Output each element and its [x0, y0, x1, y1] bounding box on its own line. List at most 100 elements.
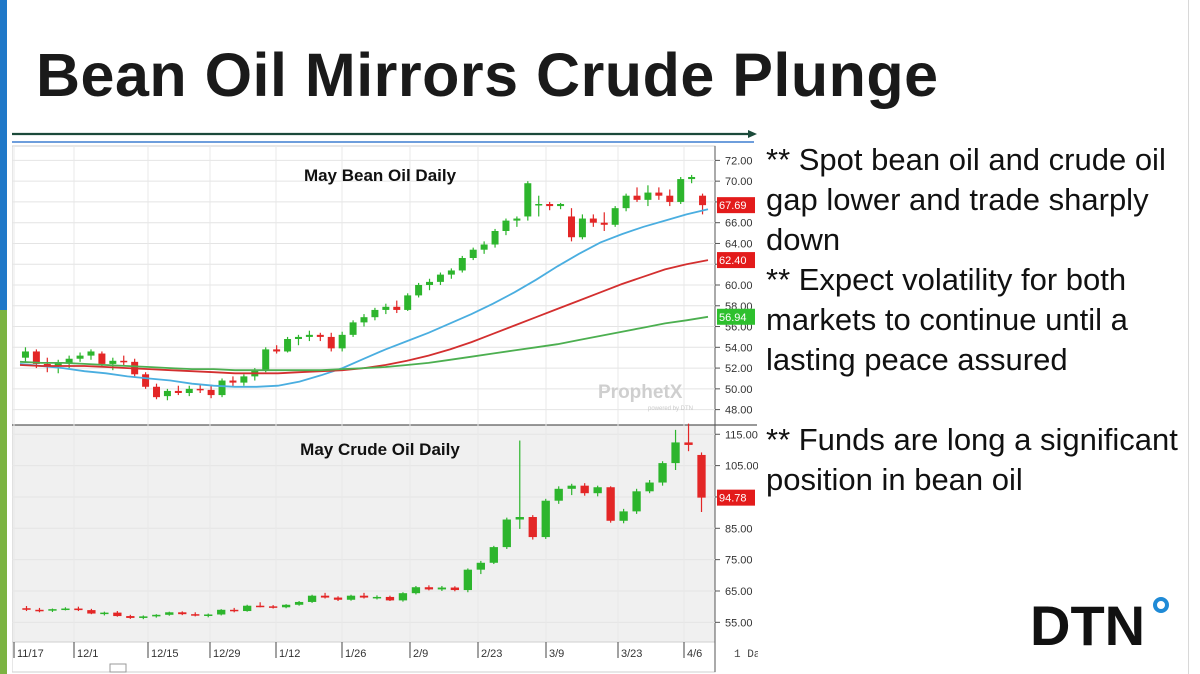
crude-candle: [307, 595, 317, 602]
crude-tick-label: 115.00: [725, 429, 758, 441]
bean-candle: [349, 322, 357, 335]
bean-candle: [567, 216, 575, 238]
crude-candle: [697, 454, 706, 498]
date-tick-label: 12/29: [213, 648, 241, 660]
bean-candle: [196, 388, 204, 391]
bean-candle: [87, 351, 95, 356]
period-label: 1 Day: [734, 649, 758, 661]
crude-candle: [541, 500, 550, 538]
bean-candle: [666, 195, 674, 202]
bean-candle: [546, 204, 554, 207]
crude-candle: [684, 442, 693, 445]
bean-tick-label: 52.00: [725, 363, 753, 375]
crude-candle: [139, 616, 148, 618]
bullet-3: ** Funds are long a significant position…: [766, 422, 1178, 497]
prophetx-watermark: ProphetX: [598, 382, 683, 403]
crude-candle: [320, 595, 330, 598]
crude-candle: [671, 442, 680, 464]
bean-candle: [480, 244, 488, 250]
bean-oil-chart-title: May Bean Oil Daily: [304, 166, 457, 185]
bean-tick-label: 70.00: [725, 176, 753, 188]
bean-candle: [109, 360, 117, 364]
bean-candle: [535, 204, 543, 206]
prophetx-watermark-sub: powered by DTN: [648, 406, 693, 412]
accent-bar-blue: [0, 0, 7, 310]
bean-candle: [338, 334, 346, 349]
bean-moving-average-green: [19, 315, 709, 372]
chart-arrow-icon: [748, 130, 757, 138]
bean-price-tag: [717, 308, 755, 325]
bean-candle: [578, 218, 586, 238]
bean-tick-label: 54.00: [725, 342, 753, 354]
crude-oil-chart-title: May Crude Oil Daily: [300, 440, 460, 459]
bean-candle: [54, 362, 62, 366]
date-tick-label: 1/26: [345, 648, 366, 660]
bean-candle: [524, 183, 532, 217]
bean-candle: [557, 204, 565, 207]
bean-candle: [502, 220, 510, 231]
commentary-bullets: ** Spot bean oil and crude oil gap lower…: [766, 140, 1186, 500]
bean-candle: [600, 222, 608, 225]
bean-candle: [699, 195, 707, 206]
date-tick-label: 1/12: [279, 648, 300, 660]
bean-candle: [65, 358, 73, 363]
crude-candle: [294, 601, 304, 605]
crude-candle: [658, 463, 667, 483]
crude-candle: [243, 605, 252, 612]
crude-tick-label: 75.00: [725, 555, 753, 567]
bean-candle: [240, 376, 248, 383]
date-tick-label: 12/15: [151, 648, 179, 660]
bean-candle: [447, 270, 455, 275]
bean-price-tag-label: 56.94: [719, 312, 747, 324]
date-tick-label: 3/9: [549, 648, 564, 660]
date-tick-label: 12/1: [77, 648, 98, 660]
slide-border: [1188, 0, 1189, 674]
bullet-spacer: [766, 380, 1186, 420]
slide-title: Bean Oil Mirrors Crude Plunge: [36, 41, 939, 109]
crude-candle: [100, 612, 109, 615]
bean-tick-label: 64.00: [725, 238, 753, 250]
crude-candle: [87, 610, 96, 614]
bean-candle: [262, 349, 270, 371]
bean-candle: [655, 192, 663, 196]
bean-candle: [76, 355, 84, 359]
scroll-handle[interactable]: [109, 663, 127, 673]
dtn-logo-text: DTN: [1030, 594, 1145, 653]
crude-candle: [411, 587, 421, 594]
bean-candle: [98, 353, 106, 364]
crude-candle: [645, 482, 654, 492]
crude-candle: [35, 609, 44, 612]
bean-candle: [382, 306, 390, 310]
crude-candle: [152, 614, 161, 617]
bean-candle: [218, 380, 226, 396]
crude-candle: [281, 604, 291, 608]
bean-tick-label: 72.00: [725, 155, 753, 167]
bean-candle: [43, 363, 51, 366]
date-tick-label: 4/6: [687, 648, 702, 660]
crude-candle: [230, 609, 239, 612]
crude-candle: [255, 605, 265, 608]
bean-candle: [371, 309, 379, 318]
bean-candle: [360, 317, 368, 323]
price-chart: 72.0070.0068.0066.0064.0062.0060.0058.00…: [12, 130, 758, 673]
crude-candle: [632, 491, 641, 512]
date-tick-label: 11/17: [17, 648, 44, 660]
crude-candle: [204, 614, 213, 616]
crude-tick-label: 85.00: [725, 523, 753, 535]
date-tick-label: 2/23: [481, 648, 502, 660]
bean-candle: [185, 388, 193, 393]
bullet-2: ** Expect volatility for both markets to…: [766, 262, 1128, 377]
bean-candle: [32, 351, 40, 364]
date-axis: [12, 641, 716, 673]
bean-candle: [21, 351, 29, 358]
crude-candle: [48, 609, 57, 611]
crude-candle: [217, 609, 226, 615]
bean-tick-label: 66.00: [725, 218, 753, 230]
bean-candle: [163, 390, 171, 397]
accent-bar-green: [0, 310, 7, 674]
crude-candle: [191, 614, 200, 616]
bean-tick-label: 50.00: [725, 384, 753, 396]
crude-price-tag: [717, 489, 755, 506]
bean-price-tag: [717, 252, 755, 269]
crude-candle: [463, 569, 473, 591]
